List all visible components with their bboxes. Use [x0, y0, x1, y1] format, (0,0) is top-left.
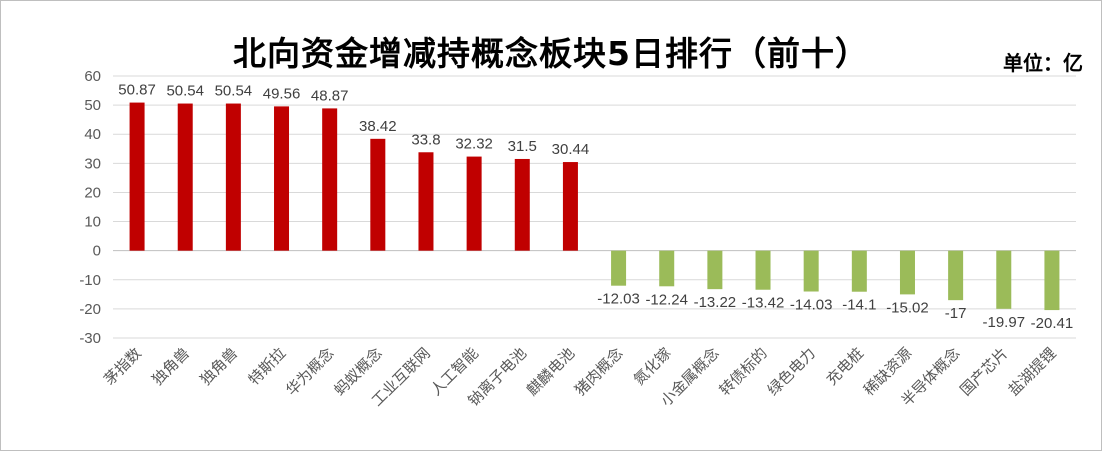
category-label: 盐湖提锂	[1005, 344, 1060, 399]
bar	[225, 103, 241, 251]
y-tick-label: -30	[79, 330, 101, 347]
category-label: 独角兽	[197, 344, 242, 389]
category-label: 转债标的	[716, 344, 771, 399]
data-label: -12.03	[597, 291, 640, 308]
bar	[659, 250, 675, 287]
category-labels: 茅指数 独角兽 独角兽 特斯拉华为概念蚂蚁概念工业互联网人工智能钠离子电池麒麟电池猪肉…	[100, 344, 1059, 410]
data-label: 50.54	[215, 83, 253, 100]
grid-lines	[113, 75, 1076, 339]
bar	[899, 250, 915, 295]
data-label: 50.87	[118, 82, 156, 99]
bar	[418, 152, 434, 251]
y-tick-label: 10	[84, 214, 101, 231]
data-label: 48.87	[311, 87, 349, 104]
category-label: 充电桩	[823, 344, 868, 389]
y-tick-label: 60	[84, 68, 101, 85]
data-label: -13.42	[742, 295, 785, 312]
bar	[1044, 250, 1060, 311]
bar	[562, 162, 578, 251]
data-label: -13.22	[694, 294, 737, 311]
data-label: 33.8	[411, 131, 440, 148]
bar	[322, 108, 338, 251]
data-label: 50.54	[166, 83, 204, 100]
y-tick-label: 50	[84, 97, 101, 114]
bar	[274, 106, 290, 251]
category-label: 氮化镓	[630, 344, 675, 389]
y-axis-ticks: 60 50 40 30 20 10 0 -10 -20 -30	[79, 68, 101, 347]
data-label: -17	[945, 305, 967, 322]
y-tick-label: 30	[84, 155, 101, 172]
category-label: 特斯拉	[245, 344, 290, 389]
bar	[611, 250, 627, 286]
category-label: 华为概念	[282, 344, 337, 399]
bar	[755, 250, 771, 290]
y-tick-label: -10	[79, 272, 101, 289]
data-labels: 50.87 50.54 50.54 49.56 48.87 38.42 33.8 32.32 3…	[118, 82, 1073, 333]
bar	[707, 250, 723, 290]
data-label: 31.5	[508, 138, 537, 155]
category-label: 麒麟电池	[523, 344, 578, 399]
data-label: 38.42	[359, 118, 397, 135]
bar	[948, 250, 964, 301]
category-label: 国产芯片	[956, 344, 1011, 399]
data-label: -19.97	[983, 314, 1026, 331]
y-tick-label: 0	[93, 243, 101, 260]
chart-title: 北向资金增减持概念板块5日排行（前十）	[233, 34, 869, 73]
category-label: 独角兽	[148, 344, 193, 389]
data-label: 30.44	[552, 141, 590, 158]
data-label: -12.24	[645, 291, 688, 308]
category-label: 绿色电力	[764, 344, 819, 399]
data-label: -20.41	[1031, 315, 1074, 332]
bars	[129, 102, 1060, 311]
category-label: 猪肉概念	[571, 344, 626, 399]
data-label: -15.02	[886, 299, 929, 316]
data-label: -14.1	[842, 297, 876, 314]
data-label: 49.56	[263, 85, 301, 102]
y-tick-label: 40	[84, 126, 101, 143]
y-tick-label: -20	[79, 301, 101, 318]
bar	[370, 138, 386, 251]
bar	[177, 103, 193, 251]
bar	[803, 250, 819, 292]
bar	[466, 156, 482, 251]
bar	[129, 102, 145, 251]
category-label: 茅指数	[100, 344, 145, 389]
unit-label: 单位：亿	[1003, 51, 1083, 75]
y-tick-label: 20	[84, 184, 101, 201]
bar	[851, 250, 867, 292]
bar	[514, 158, 530, 251]
data-label: 32.32	[455, 136, 493, 153]
bar	[996, 250, 1012, 309]
data-label: -14.03	[790, 297, 833, 314]
